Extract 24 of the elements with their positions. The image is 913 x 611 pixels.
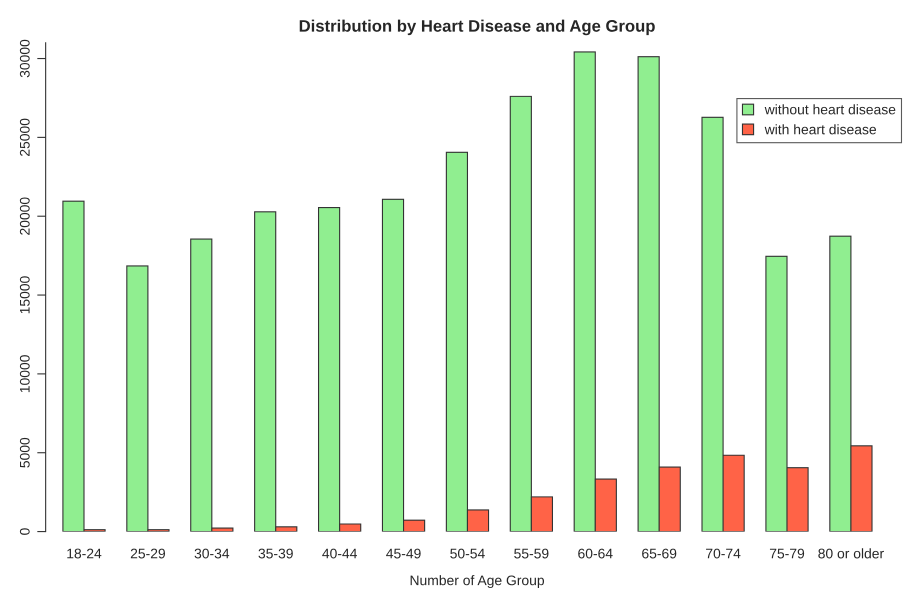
x-tick-label: 40-44: [322, 548, 357, 558]
x-tick-label: 35-39: [258, 548, 293, 558]
y-tick-label: 10000: [20, 355, 30, 392]
x-tick-label: 60-64: [578, 548, 613, 558]
x-tick-label: 25-29: [130, 548, 166, 558]
legend-label: without heart disease: [764, 104, 896, 114]
chart-title: Distribution by Heart Disease and Age Group: [300, 20, 655, 36]
x-tick-label: 45-49: [386, 548, 421, 558]
x-tick-label: 70-74: [706, 548, 740, 558]
x-axis-title: Number of Age Group: [410, 575, 544, 588]
y-tick-label: 0: [20, 528, 30, 535]
x-tick-label: 55-59: [514, 548, 548, 558]
x-tick-label: 18-24: [67, 548, 102, 558]
x-tick-label: 30-34: [194, 548, 230, 558]
legend-label: with heart disease: [764, 124, 876, 134]
y-tick-label: 25000: [20, 118, 30, 156]
y-tick-label: 20000: [20, 197, 30, 235]
y-tick-label: 30000: [20, 40, 30, 78]
y-tick-label: 5000: [20, 438, 30, 468]
x-tick-label: 65-69: [642, 548, 676, 558]
x-tick-label: 80 or older: [818, 548, 884, 558]
x-tick-label: 75-79: [770, 548, 804, 558]
y-tick-label: 15000: [20, 276, 30, 314]
x-tick-label: 50-54: [450, 548, 485, 558]
